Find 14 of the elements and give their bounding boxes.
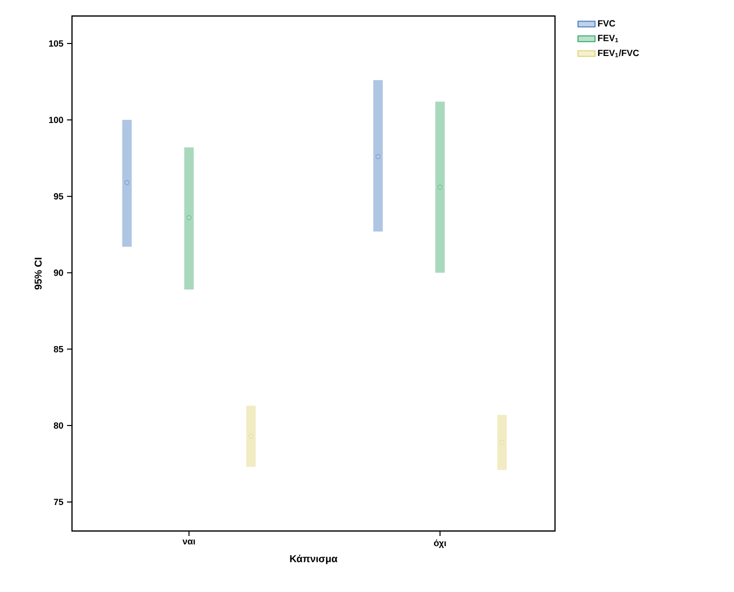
legend-label: FEV$_{1}$ bbox=[598, 34, 618, 42]
x-tick-label: ναι bbox=[182, 540, 196, 544]
y-tick-label: 80 bbox=[54, 422, 64, 429]
y-tick-label: 95 bbox=[54, 193, 64, 200]
legend-label: FEV$_{1}$/FVC bbox=[598, 50, 639, 58]
y-tick-label: 85 bbox=[54, 346, 64, 352]
legend-label: FVC bbox=[598, 20, 616, 27]
x-tick-label: όχι bbox=[434, 539, 446, 548]
y-axis-title: 95% CI bbox=[34, 258, 42, 290]
y-tick-label: 90 bbox=[54, 270, 64, 276]
y-tick-label: 75 bbox=[54, 498, 64, 506]
y-tick-label: 105 bbox=[49, 40, 64, 47]
x-axis-title: Κάπνισμα bbox=[290, 554, 338, 564]
y-tick-label: 100 bbox=[49, 116, 64, 124]
